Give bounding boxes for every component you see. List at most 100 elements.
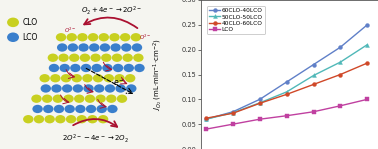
- LCO: [257, 118, 262, 120]
- 40CLO-60LCO: [231, 112, 235, 114]
- Circle shape: [88, 33, 98, 41]
- Circle shape: [54, 105, 64, 113]
- 40CLO-60LCO: [338, 74, 343, 75]
- Circle shape: [51, 84, 62, 93]
- Circle shape: [122, 54, 133, 62]
- Circle shape: [83, 84, 94, 93]
- 40CLO-60LCO: [365, 62, 370, 64]
- LCO: [284, 115, 289, 117]
- Circle shape: [100, 43, 110, 52]
- Circle shape: [106, 94, 116, 103]
- Circle shape: [133, 54, 144, 62]
- Circle shape: [104, 74, 114, 82]
- Circle shape: [105, 84, 115, 93]
- Circle shape: [78, 43, 89, 52]
- Circle shape: [42, 94, 53, 103]
- 50CLO-50LCO: [284, 91, 289, 93]
- Circle shape: [115, 84, 126, 93]
- Circle shape: [50, 74, 60, 82]
- Circle shape: [58, 54, 69, 62]
- Circle shape: [94, 84, 104, 93]
- Circle shape: [23, 115, 34, 123]
- Circle shape: [39, 74, 50, 82]
- Circle shape: [125, 74, 135, 82]
- Circle shape: [102, 64, 113, 72]
- Circle shape: [65, 105, 75, 113]
- Circle shape: [64, 94, 74, 103]
- LCO: [311, 111, 316, 113]
- Text: $O^{2-}$: $O^{2-}$: [139, 33, 152, 42]
- Circle shape: [7, 18, 19, 27]
- Circle shape: [86, 105, 96, 113]
- Circle shape: [81, 64, 91, 72]
- 60CLO-40LCO: [204, 118, 208, 120]
- Circle shape: [33, 105, 43, 113]
- Circle shape: [62, 84, 72, 93]
- Circle shape: [55, 115, 65, 123]
- Circle shape: [132, 43, 142, 52]
- Text: LCO: LCO: [22, 33, 38, 42]
- Circle shape: [43, 105, 54, 113]
- 50CLO-50LCO: [365, 44, 370, 46]
- Circle shape: [48, 54, 58, 62]
- Text: CLO: CLO: [22, 18, 37, 27]
- Circle shape: [82, 74, 93, 82]
- Circle shape: [134, 64, 145, 72]
- Circle shape: [61, 74, 71, 82]
- Circle shape: [66, 115, 76, 123]
- Circle shape: [96, 105, 107, 113]
- Circle shape: [109, 33, 120, 41]
- Circle shape: [112, 54, 122, 62]
- Circle shape: [90, 54, 101, 62]
- Circle shape: [101, 54, 112, 62]
- LCO: [204, 128, 208, 130]
- Circle shape: [98, 115, 108, 123]
- 60CLO-40LCO: [284, 81, 289, 83]
- Circle shape: [113, 64, 123, 72]
- Circle shape: [67, 33, 77, 41]
- LCO: [338, 105, 343, 107]
- Text: $O_2 + 4e^- \rightarrow 2O^{2-}$: $O_2 + 4e^- \rightarrow 2O^{2-}$: [81, 5, 143, 17]
- 50CLO-50LCO: [231, 112, 235, 114]
- 40CLO-60LCO: [284, 93, 289, 95]
- 60CLO-40LCO: [311, 64, 316, 65]
- Text: $2O^{2-} - 4e^- \rightarrow 2O_2$: $2O^{2-} - 4e^- \rightarrow 2O_2$: [62, 133, 129, 145]
- Circle shape: [87, 115, 98, 123]
- Circle shape: [70, 64, 81, 72]
- 50CLO-50LCO: [338, 61, 343, 63]
- 50CLO-50LCO: [257, 102, 262, 104]
- Circle shape: [75, 105, 85, 113]
- Circle shape: [56, 33, 66, 41]
- LCO: [365, 98, 370, 100]
- Circle shape: [110, 43, 121, 52]
- 60CLO-40LCO: [338, 46, 343, 48]
- 60CLO-40LCO: [257, 98, 262, 100]
- Circle shape: [95, 94, 106, 103]
- 60CLO-40LCO: [365, 24, 370, 26]
- Circle shape: [85, 94, 95, 103]
- Circle shape: [71, 74, 82, 82]
- Text: e$^-$: e$^-$: [113, 79, 125, 88]
- Circle shape: [49, 64, 59, 72]
- Circle shape: [77, 33, 88, 41]
- Circle shape: [7, 32, 19, 42]
- Circle shape: [76, 115, 87, 123]
- Circle shape: [74, 94, 84, 103]
- Circle shape: [99, 33, 109, 41]
- Circle shape: [53, 94, 63, 103]
- Circle shape: [131, 33, 141, 41]
- Circle shape: [89, 43, 99, 52]
- 60CLO-40LCO: [231, 111, 235, 113]
- Circle shape: [59, 64, 70, 72]
- 50CLO-50LCO: [311, 75, 316, 76]
- 40CLO-60LCO: [311, 84, 316, 85]
- Circle shape: [91, 64, 102, 72]
- Legend: 60CLO-40LCO, 50CLO-50LCO, 40CLO-60LCO, LCO: 60CLO-40LCO, 50CLO-50LCO, 40CLO-60LCO, L…: [207, 6, 265, 34]
- 50CLO-50LCO: [204, 118, 208, 120]
- Circle shape: [34, 115, 44, 123]
- Circle shape: [57, 43, 67, 52]
- Circle shape: [124, 64, 134, 72]
- Y-axis label: $J_{O_2}$ (mL·min$^{-1}$·cm$^{-2}$): $J_{O_2}$ (mL·min$^{-1}$·cm$^{-2}$): [152, 38, 165, 111]
- Circle shape: [80, 54, 90, 62]
- Circle shape: [107, 105, 118, 113]
